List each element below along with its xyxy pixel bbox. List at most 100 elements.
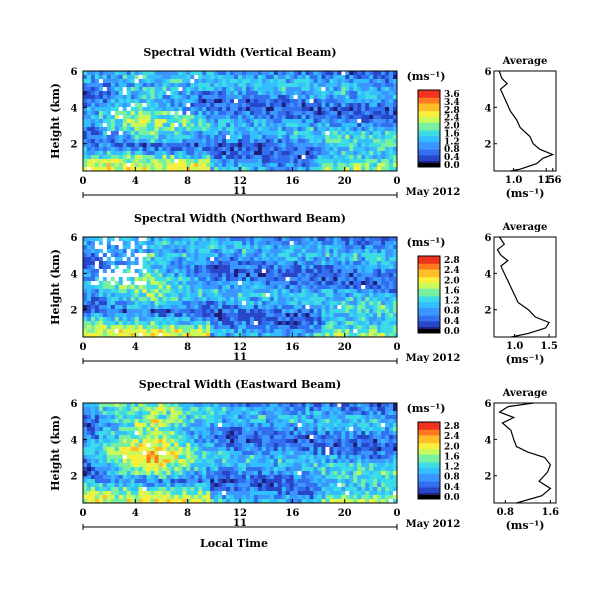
heatmap-cell — [83, 289, 88, 294]
heatmap-cell — [86, 241, 92, 246]
heatmap-cell — [253, 127, 259, 132]
heatmap-cell — [257, 281, 263, 286]
heatmap-cell — [122, 127, 128, 132]
heatmap-cell — [321, 301, 326, 306]
heatmap-cell — [305, 333, 310, 338]
heatmap-cell — [86, 463, 92, 468]
heatmap-cell — [162, 99, 167, 104]
heatmap-cell — [226, 261, 231, 266]
heatmap-cell — [222, 253, 227, 258]
heatmap-cell — [146, 443, 151, 448]
heatmap-cell — [385, 83, 390, 88]
heatmap-cell — [142, 245, 147, 250]
heatmap-cell — [361, 245, 366, 250]
heatmap-cell — [218, 91, 223, 96]
heatmap-cell — [345, 71, 350, 76]
heatmap-cell — [110, 139, 116, 144]
heatmap-cell — [313, 265, 318, 270]
heatmap-cell — [110, 495, 116, 500]
heatmap-cell — [210, 333, 215, 338]
heatmap-cell — [261, 273, 267, 278]
heatmap-cell — [130, 127, 135, 132]
heatmap-cell — [353, 265, 358, 270]
heatmap-cell — [337, 325, 342, 330]
heatmap-cell — [341, 135, 346, 140]
heatmap-cell — [166, 95, 171, 100]
heatmap-cell — [86, 277, 92, 282]
heatmap-cell — [325, 245, 330, 250]
heatmap-cell — [174, 491, 179, 496]
heatmap-cell — [98, 439, 104, 444]
heatmap-cell — [349, 143, 354, 148]
heatmap-cell — [393, 151, 398, 156]
heatmap-cell — [273, 305, 279, 310]
heatmap-cell — [249, 241, 255, 246]
heatmap-cell — [178, 143, 183, 148]
heatmap-cell — [373, 281, 378, 286]
heatmap-cell — [154, 143, 159, 148]
heatmap-cell — [202, 459, 207, 464]
heatmap-cell — [305, 297, 310, 302]
heatmap-cell — [106, 439, 112, 444]
heatmap-cell — [353, 285, 358, 290]
heatmap-cell — [114, 491, 120, 496]
heatmap-cell — [130, 455, 135, 460]
heatmap-cell — [118, 261, 124, 266]
heatmap-cell — [277, 155, 283, 160]
heatmap-cell — [110, 427, 116, 432]
heatmap-cell — [206, 479, 211, 484]
heatmap-cell — [210, 139, 215, 144]
heatmap-cell — [245, 135, 251, 140]
heatmap-cell — [182, 111, 187, 116]
heatmap-cell — [130, 499, 135, 504]
heatmap-cell — [381, 297, 386, 302]
heatmap-cell — [134, 253, 139, 258]
heatmap-cell — [146, 483, 151, 488]
heatmap-cell — [349, 321, 354, 326]
heatmap-cell — [98, 155, 104, 160]
heatmap-cell — [341, 325, 346, 330]
heatmap-cell — [373, 99, 378, 104]
heatmap-cell — [329, 103, 334, 108]
heatmap-cell — [241, 277, 247, 282]
heatmap-cell — [118, 257, 124, 262]
heatmap-cell — [134, 423, 139, 428]
heatmap-cell — [337, 99, 342, 104]
heatmap-cell — [293, 325, 298, 330]
heatmap-cell — [301, 309, 306, 314]
heatmap-cell — [385, 273, 390, 278]
heatmap-cell — [317, 115, 322, 120]
heatmap-cell — [86, 447, 92, 452]
heatmap-cell — [158, 269, 163, 274]
heatmap-cell — [214, 107, 219, 112]
heatmap-cell — [289, 277, 294, 282]
heatmap-cell — [257, 245, 263, 250]
colorbar-swatch — [418, 140, 440, 143]
heatmap-cell — [190, 111, 195, 116]
heatmap-cell — [222, 265, 227, 270]
heatmap-cell — [146, 431, 151, 436]
heatmap-cell — [126, 463, 131, 468]
heatmap-cell — [309, 269, 314, 274]
heatmap-cell — [83, 237, 88, 242]
heatmap-cell — [186, 293, 191, 298]
heatmap-cell — [94, 305, 100, 310]
heatmap-cell — [158, 253, 163, 258]
heatmap-cell — [142, 281, 147, 286]
heatmap-cell — [273, 83, 279, 88]
heatmap-cell — [210, 483, 215, 488]
heatmap-cell — [194, 249, 199, 254]
heatmap-cell — [86, 423, 92, 428]
heatmap-cell — [170, 131, 175, 136]
heatmap-cell — [146, 435, 151, 440]
heatmap-cell — [261, 163, 267, 168]
heatmap-cell — [238, 245, 243, 250]
heatmap-cell — [110, 317, 116, 322]
heatmap-cell — [170, 301, 175, 306]
heatmap-cell — [381, 289, 386, 294]
heatmap-cell — [150, 99, 155, 104]
heatmap-cell — [162, 119, 167, 124]
heatmap-cell — [389, 87, 394, 92]
heatmap-cell — [106, 321, 112, 326]
heatmap-cell — [158, 459, 163, 464]
